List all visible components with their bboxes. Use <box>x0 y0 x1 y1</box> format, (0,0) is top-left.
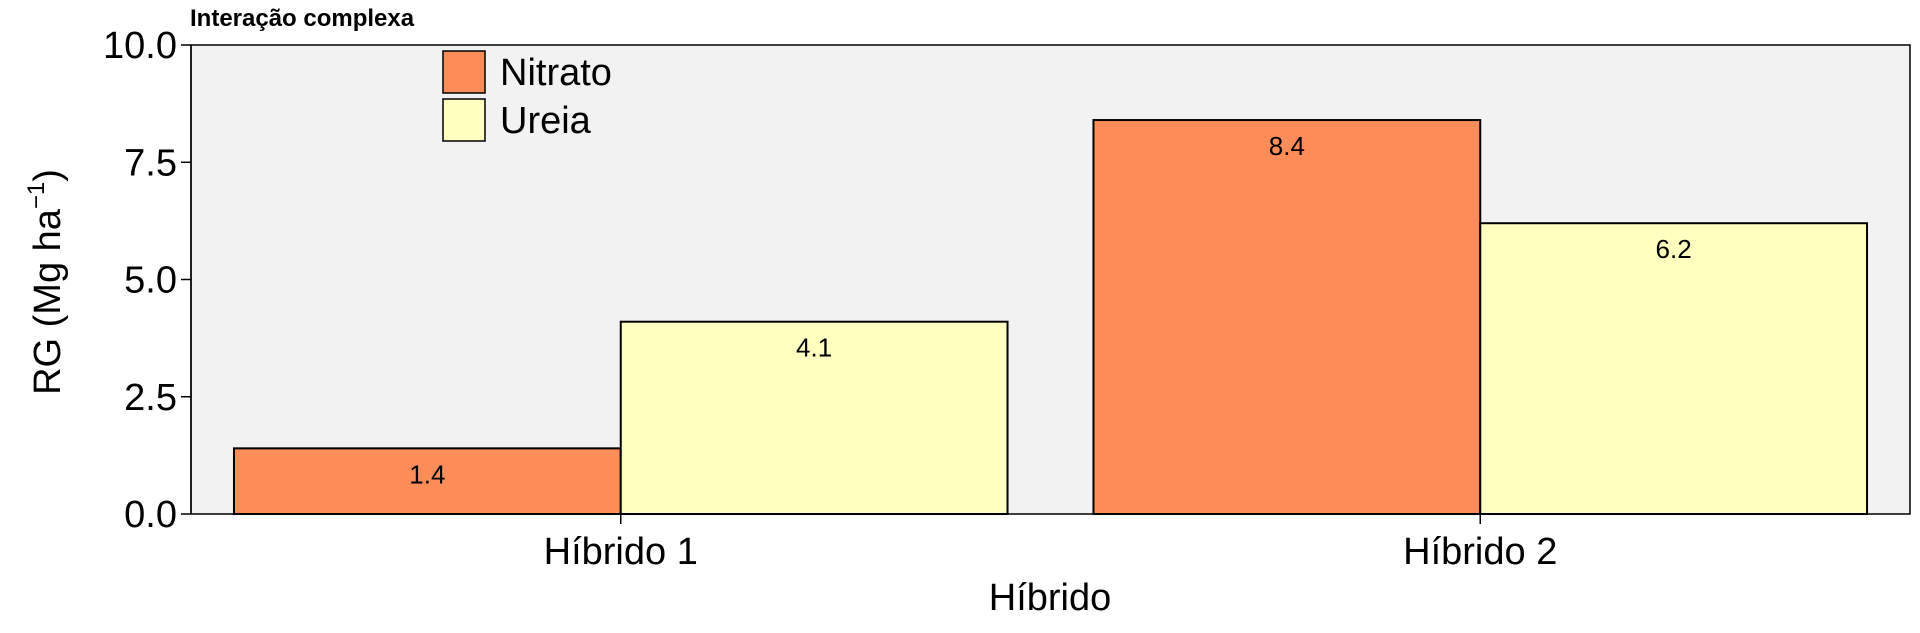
legend-swatch-nitrato <box>442 50 486 94</box>
legend-label-ureia: Ureia <box>500 100 592 142</box>
data-label-ureia-1: 4.1 <box>796 333 832 363</box>
data-label-nitrato-1: 1.4 <box>409 459 445 489</box>
y-tick-label: 7.5 <box>124 142 177 184</box>
chart-title: Interação complexa <box>190 5 415 32</box>
legend: Nitrato Ureia <box>442 50 612 142</box>
legend-label-nitrato: Nitrato <box>500 52 612 94</box>
bars <box>232 119 1869 515</box>
bar-nitrato-1 <box>232 447 622 515</box>
y-axis-title-unit-sup: −1 <box>23 182 50 209</box>
data-label-ureia-2: 6.2 <box>1656 234 1692 264</box>
y-axis-title-close: ) <box>27 169 69 182</box>
data-label-nitrato-2: 8.4 <box>1269 131 1305 161</box>
x-axis-title: Híbrido <box>989 577 1112 619</box>
x-axis: Híbrido 1 Híbrido 2 <box>544 514 1557 573</box>
y-tick-label: 0.0 <box>124 494 177 536</box>
x-tick-label: Híbrido 2 <box>1403 531 1557 573</box>
y-axis-title: RG (Mg ha−1) <box>23 169 69 395</box>
y-tick-label: 2.5 <box>124 377 177 419</box>
x-tick-label: Híbrido 1 <box>544 531 698 573</box>
bar-nitrato-2 <box>1092 119 1482 515</box>
legend-swatch-ureia <box>442 98 486 142</box>
y-axis: 0.0 2.5 5.0 7.5 10.0 <box>103 25 192 536</box>
bar-ureia-2 <box>1479 222 1869 515</box>
y-tick-label: 5.0 <box>124 260 177 302</box>
y-axis-title-main: RG (Mg ha <box>27 208 69 395</box>
bar-data-labels: 1.4 4.1 8.4 6.2 <box>409 131 1691 489</box>
y-tick-label: 10.0 <box>103 25 177 67</box>
bar-ureia-1 <box>619 320 1009 515</box>
